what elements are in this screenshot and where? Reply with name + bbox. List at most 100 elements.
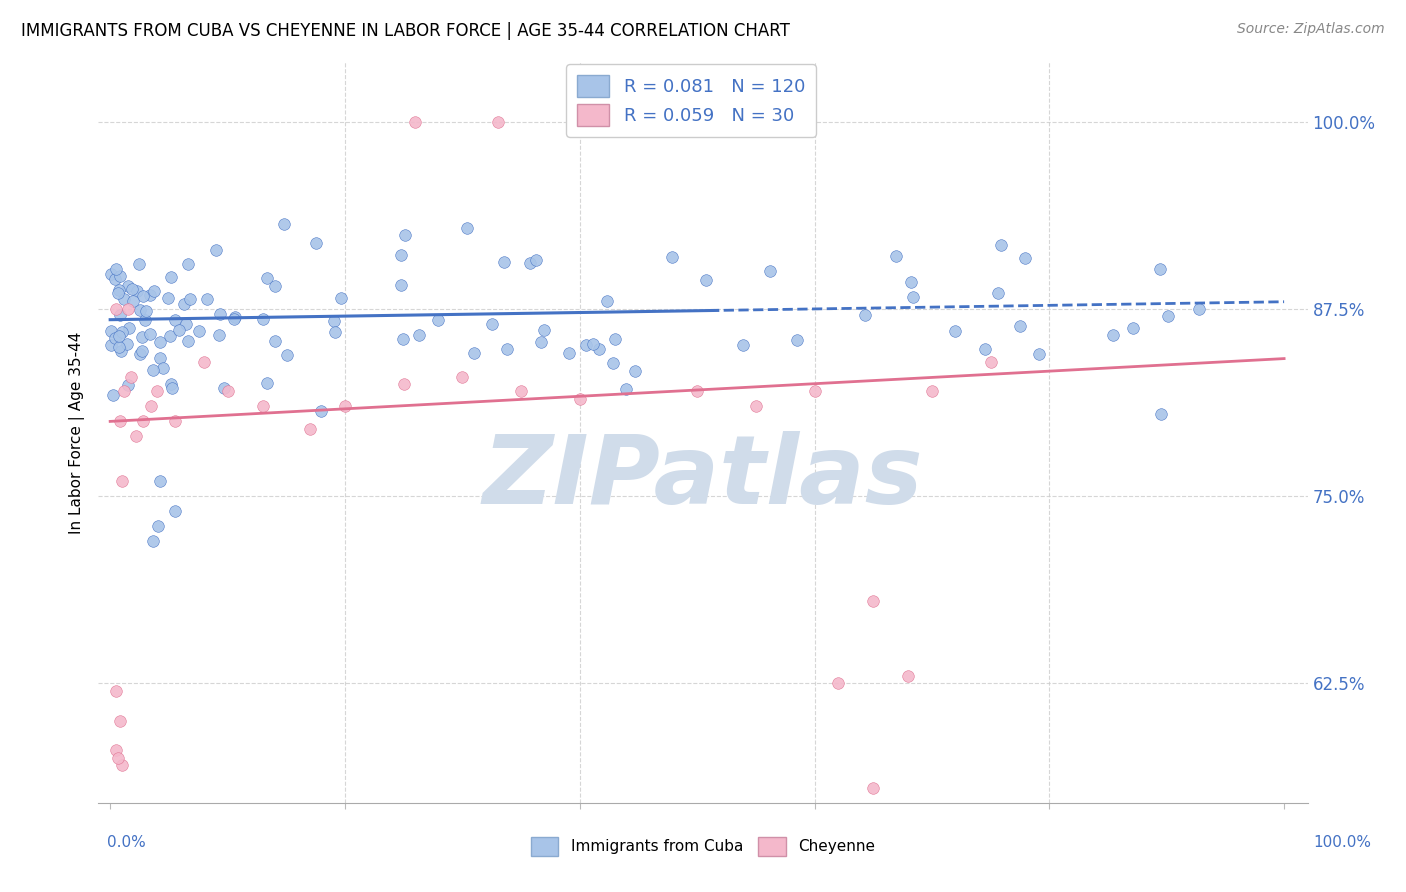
Point xyxy=(149,351,172,365)
Point xyxy=(624,364,647,378)
Text: 0.0%: 0.0% xyxy=(107,836,146,850)
Point xyxy=(131,329,153,343)
Point xyxy=(731,337,754,351)
Point xyxy=(107,751,129,765)
Point xyxy=(389,277,412,292)
Legend: Immigrants from Cuba, Cheyenne: Immigrants from Cuba, Cheyenne xyxy=(524,831,882,862)
Point xyxy=(104,331,127,345)
Point xyxy=(118,320,141,334)
Point xyxy=(108,308,131,322)
Point xyxy=(146,384,169,399)
Point xyxy=(596,293,619,308)
Point xyxy=(404,115,426,129)
Point xyxy=(323,325,346,339)
Point xyxy=(900,275,922,289)
Point xyxy=(212,381,235,395)
Point xyxy=(603,332,626,346)
Point xyxy=(131,343,153,358)
Point xyxy=(132,289,155,303)
Point xyxy=(298,422,321,436)
Point xyxy=(987,286,1010,301)
Point xyxy=(100,267,122,281)
Point xyxy=(160,270,183,285)
Point xyxy=(222,311,245,326)
Point xyxy=(256,271,278,285)
Point xyxy=(160,381,183,395)
Point xyxy=(108,283,131,297)
Point xyxy=(456,220,478,235)
Point xyxy=(1014,252,1036,266)
Point xyxy=(323,314,346,328)
Point xyxy=(107,329,129,343)
Point xyxy=(252,311,274,326)
Point xyxy=(142,363,165,377)
Point xyxy=(392,377,415,392)
Point xyxy=(101,388,124,402)
Point xyxy=(745,400,768,414)
Point xyxy=(177,334,200,348)
Point xyxy=(187,324,209,338)
Point xyxy=(686,384,709,399)
Point xyxy=(256,376,278,390)
Point xyxy=(392,332,415,346)
Point xyxy=(208,327,231,342)
Point xyxy=(273,217,295,231)
Point xyxy=(122,294,145,309)
Point xyxy=(105,743,128,757)
Point xyxy=(276,349,298,363)
Point xyxy=(205,243,228,257)
Y-axis label: In Labor Force | Age 35-44: In Labor Force | Age 35-44 xyxy=(69,332,86,533)
Point xyxy=(163,504,186,518)
Point xyxy=(165,313,187,327)
Point xyxy=(333,400,356,414)
Point xyxy=(575,338,598,352)
Point xyxy=(311,404,333,418)
Point xyxy=(117,378,139,392)
Point xyxy=(486,115,509,129)
Point xyxy=(104,271,127,285)
Point xyxy=(1028,347,1050,361)
Point xyxy=(1102,327,1125,342)
Point xyxy=(897,668,920,682)
Point xyxy=(884,249,907,263)
Point xyxy=(108,714,131,728)
Point xyxy=(588,342,610,356)
Point xyxy=(921,384,943,399)
Point xyxy=(224,310,246,324)
Point xyxy=(159,377,181,392)
Point xyxy=(111,758,134,772)
Point xyxy=(1157,309,1180,323)
Point xyxy=(163,414,186,428)
Point xyxy=(159,328,181,343)
Point xyxy=(427,312,450,326)
Point xyxy=(614,382,637,396)
Point xyxy=(108,268,131,283)
Point xyxy=(138,327,160,342)
Point xyxy=(973,342,995,356)
Point xyxy=(862,594,884,608)
Point xyxy=(111,474,134,488)
Point xyxy=(217,384,239,399)
Point xyxy=(209,306,232,320)
Point xyxy=(990,238,1012,252)
Point xyxy=(108,340,131,354)
Point xyxy=(853,308,876,322)
Point xyxy=(121,282,143,296)
Point xyxy=(108,414,131,428)
Point xyxy=(142,534,165,549)
Point xyxy=(862,780,884,795)
Point xyxy=(463,346,485,360)
Point xyxy=(100,324,122,338)
Point xyxy=(264,334,287,348)
Point xyxy=(661,250,683,264)
Point xyxy=(112,292,135,306)
Point xyxy=(1150,408,1173,422)
Point xyxy=(519,255,541,269)
Point xyxy=(408,327,430,342)
Point xyxy=(759,264,782,278)
Point xyxy=(451,369,474,384)
Point xyxy=(132,414,155,428)
Point xyxy=(100,338,122,352)
Point xyxy=(193,354,215,368)
Point xyxy=(602,356,624,370)
